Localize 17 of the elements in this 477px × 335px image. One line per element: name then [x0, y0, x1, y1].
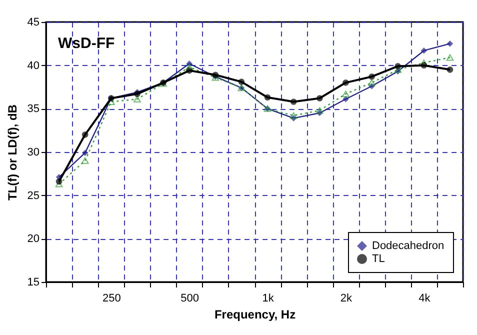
x-tick-label: 2k — [340, 292, 353, 304]
y-tick-label: 40 — [27, 60, 40, 72]
y-axis-title: TL(f) or LD(f), dB — [5, 104, 20, 200]
x-axis-title: Frequency, Hz — [214, 308, 296, 322]
y-tick-label: 35 — [27, 103, 40, 116]
y-tick-label: 30 — [27, 146, 40, 158]
y-tick-label: 15 — [27, 276, 40, 288]
x-tick-label: 250 — [102, 292, 121, 304]
y-tick-label: 45 — [27, 16, 40, 28]
legend-label: Dodecahedron — [372, 240, 444, 252]
x-tick-label: 500 — [180, 292, 200, 304]
y-tick-label: 25 — [27, 190, 40, 202]
legend-label: TL — [372, 253, 385, 265]
y-tick-label: 20 — [27, 233, 40, 246]
x-tick-label: 4k — [418, 292, 431, 304]
text: WsD-FF — [58, 35, 115, 52]
x-tick-label: 1k — [262, 292, 274, 304]
